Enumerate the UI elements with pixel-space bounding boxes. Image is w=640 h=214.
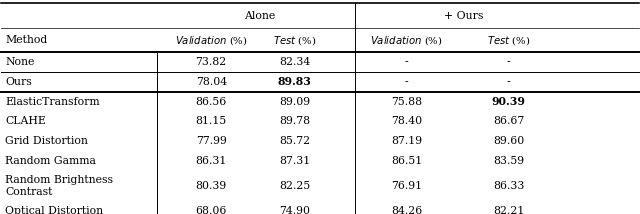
Text: 87.31: 87.31 [279, 156, 310, 166]
Text: 86.33: 86.33 [493, 181, 525, 191]
Text: -: - [507, 77, 511, 87]
Text: 83.59: 83.59 [493, 156, 524, 166]
Text: 89.60: 89.60 [493, 136, 524, 146]
Text: 89.83: 89.83 [278, 76, 311, 88]
Text: $\mathit{Validation}$ (%): $\mathit{Validation}$ (%) [175, 34, 248, 47]
Text: 86.51: 86.51 [391, 156, 422, 166]
Text: ElasticTransform: ElasticTransform [5, 97, 100, 107]
Text: Method: Method [5, 35, 47, 45]
Text: $\mathit{Test}$ (%): $\mathit{Test}$ (%) [273, 34, 316, 47]
Text: 78.04: 78.04 [196, 77, 227, 87]
Text: 86.31: 86.31 [195, 156, 227, 166]
Text: 75.88: 75.88 [391, 97, 422, 107]
Text: Random Brightness
Contrast: Random Brightness Contrast [5, 175, 113, 197]
Text: 86.56: 86.56 [196, 97, 227, 107]
Text: 73.82: 73.82 [196, 57, 227, 67]
Text: 87.19: 87.19 [391, 136, 422, 146]
Text: 74.90: 74.90 [279, 207, 310, 214]
Text: + Ours: + Ours [444, 10, 484, 21]
Text: 84.26: 84.26 [391, 207, 422, 214]
Text: 89.09: 89.09 [279, 97, 310, 107]
Text: 82.21: 82.21 [493, 207, 525, 214]
Text: None: None [5, 57, 35, 67]
Text: Random Gamma: Random Gamma [5, 156, 96, 166]
Text: Ours: Ours [5, 77, 32, 87]
Text: 82.34: 82.34 [279, 57, 310, 67]
Text: Alone: Alone [244, 10, 275, 21]
Text: -: - [507, 57, 511, 67]
Text: 68.06: 68.06 [195, 207, 227, 214]
Text: 86.67: 86.67 [493, 116, 524, 126]
Text: 78.40: 78.40 [391, 116, 422, 126]
Text: Optical Distortion: Optical Distortion [5, 207, 103, 214]
Text: 90.39: 90.39 [492, 96, 525, 107]
Text: CLAHE: CLAHE [5, 116, 46, 126]
Text: 89.78: 89.78 [279, 116, 310, 126]
Text: 77.99: 77.99 [196, 136, 227, 146]
Text: 85.72: 85.72 [279, 136, 310, 146]
Text: -: - [404, 57, 408, 67]
Text: Grid Distortion: Grid Distortion [5, 136, 88, 146]
Text: 81.15: 81.15 [196, 116, 227, 126]
Text: -: - [404, 77, 408, 87]
Text: 76.91: 76.91 [391, 181, 422, 191]
Text: 82.25: 82.25 [279, 181, 310, 191]
Text: $\mathit{Test}$ (%): $\mathit{Test}$ (%) [487, 34, 531, 47]
Text: $\mathit{Validation}$ (%): $\mathit{Validation}$ (%) [370, 34, 443, 47]
Text: 80.39: 80.39 [196, 181, 227, 191]
